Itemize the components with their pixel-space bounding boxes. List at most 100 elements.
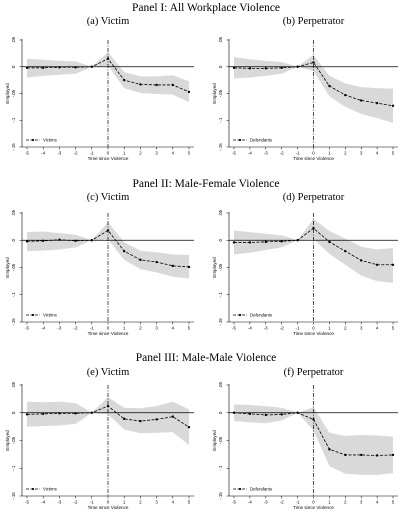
y-tick-label: -.05 bbox=[218, 436, 223, 444]
y-tick-label: -.15 bbox=[11, 143, 16, 151]
charts-group: (a) Victim.050-.05-.1-.15-5 -4 -3 -2 -1 0 1 2 3 4… bbox=[5, 16, 398, 510]
x-axis-label: Time since Violence bbox=[293, 156, 334, 161]
data-point bbox=[391, 453, 395, 457]
data-point bbox=[155, 418, 158, 421]
y-tick-label: 0 bbox=[11, 411, 16, 414]
data-point bbox=[232, 411, 236, 414]
chart-f: (f) Perpetrator .05 0 -.05 -.1 -.15 -5 -4 -3 -2 -1… bbox=[212, 367, 398, 510]
data-point bbox=[74, 66, 77, 69]
data-point bbox=[106, 404, 110, 408]
legend-marker bbox=[238, 138, 242, 142]
x-tick-label: -2 bbox=[74, 151, 78, 156]
y-tick-label: -.05 bbox=[11, 436, 16, 444]
x-tick-label: 2 bbox=[344, 326, 347, 331]
y-tick-label: 0 bbox=[218, 411, 223, 414]
y-tick-label: 0 bbox=[218, 238, 223, 241]
data-point bbox=[90, 411, 94, 414]
x-tick-label: 4 bbox=[172, 151, 175, 156]
x-tick-label: 4 bbox=[172, 500, 175, 505]
x-tick-label: -5 bbox=[25, 151, 29, 156]
data-point bbox=[296, 65, 299, 68]
data-point bbox=[139, 258, 142, 262]
data-point bbox=[312, 227, 315, 230]
data-point bbox=[25, 66, 29, 70]
y-axis-label: Employed bbox=[5, 257, 10, 278]
y-axis-label: Employed bbox=[5, 83, 10, 104]
chart-e: (e) Victim .05 0 -.05 -.1 -.15 -5 -4 -3 -2 -1 0 1 2 3 4… bbox=[5, 367, 194, 510]
data-point bbox=[328, 240, 331, 244]
legend-label: Victims bbox=[43, 138, 57, 143]
data-point bbox=[264, 413, 267, 417]
data-point bbox=[42, 66, 45, 70]
x-tick-label: 4 bbox=[376, 500, 379, 505]
x-tick-label: 3 bbox=[155, 151, 158, 156]
x-tick-label: -3 bbox=[57, 500, 61, 505]
chart-title: (d) Perpetrator bbox=[283, 192, 345, 203]
x-tick-label: 5 bbox=[392, 500, 395, 505]
data-point bbox=[106, 57, 110, 60]
y-tick-label: -.15 bbox=[218, 492, 223, 500]
x-tick-label: 3 bbox=[360, 326, 363, 331]
chart-title: (e) Victim bbox=[87, 367, 130, 378]
confidence-band bbox=[27, 397, 189, 445]
x-tick-label: 2 bbox=[344, 151, 347, 156]
y-axis-label: Employed bbox=[5, 430, 10, 451]
legend-marker bbox=[31, 138, 35, 142]
x-tick-label: -1 bbox=[90, 500, 94, 505]
x-tick-label: -3 bbox=[264, 151, 268, 156]
y-tick-label: -.1 bbox=[218, 292, 223, 298]
chart-title: (a) Victim bbox=[87, 16, 130, 27]
x-tick-label: 5 bbox=[188, 151, 191, 156]
y-tick-label: 0 bbox=[11, 65, 16, 68]
y-tick-label: 0 bbox=[11, 238, 16, 241]
y-tick-label: -.05 bbox=[11, 263, 16, 271]
data-point bbox=[344, 249, 347, 253]
data-point bbox=[90, 239, 94, 242]
data-point bbox=[139, 419, 142, 423]
x-tick-label: 2 bbox=[139, 151, 142, 156]
x-tick-label: -5 bbox=[25, 500, 29, 505]
data-point bbox=[123, 249, 126, 253]
data-point bbox=[264, 67, 267, 70]
data-point bbox=[123, 417, 126, 421]
data-point bbox=[42, 412, 45, 416]
legend-marker bbox=[31, 313, 35, 317]
x-tick-label: -4 bbox=[248, 500, 252, 505]
x-tick-label: 1 bbox=[123, 500, 126, 505]
x-tick-label: -1 bbox=[90, 326, 94, 331]
y-tick-label: .05 bbox=[218, 36, 223, 43]
y-tick-label: -.15 bbox=[218, 143, 223, 151]
y-tick-label: -.05 bbox=[218, 263, 223, 271]
chart-b: (b) Perpetrator .05 0 -.05 -.1 -.15 -5 -4 -3 -2 -1… bbox=[212, 16, 398, 161]
data-point bbox=[139, 83, 142, 86]
data-point bbox=[328, 84, 331, 88]
data-point bbox=[58, 238, 61, 241]
x-tick-label: 1 bbox=[123, 151, 126, 156]
x-tick-label: -1 bbox=[296, 326, 300, 331]
data-point bbox=[106, 229, 110, 232]
data-point bbox=[171, 83, 174, 87]
data-point bbox=[187, 265, 191, 269]
data-point bbox=[155, 260, 158, 264]
x-axis-label: Time since Violence bbox=[88, 156, 129, 161]
x-tick-label: -2 bbox=[280, 151, 284, 156]
data-point bbox=[391, 104, 395, 108]
data-point bbox=[312, 61, 315, 64]
x-axis-label: Time since Violence bbox=[88, 505, 129, 510]
x-tick-label: 1 bbox=[328, 500, 331, 505]
y-tick-label: -.1 bbox=[218, 117, 223, 123]
x-tick-label: 3 bbox=[360, 151, 363, 156]
x-tick-label: 0 bbox=[312, 326, 315, 331]
panel-title-1: Panel I: All Workplace Violence bbox=[132, 2, 280, 14]
x-tick-label: -4 bbox=[248, 326, 252, 331]
chart-title: (f) Perpetrator bbox=[284, 367, 344, 378]
x-tick-label: -3 bbox=[264, 500, 268, 505]
data-point bbox=[248, 412, 252, 416]
legend-label: Victims bbox=[43, 487, 57, 492]
x-tick-label: 3 bbox=[155, 500, 158, 505]
x-tick-label: -3 bbox=[57, 326, 61, 331]
legend-label: Defendants bbox=[250, 313, 272, 318]
confidence-band bbox=[27, 222, 189, 279]
data-point bbox=[360, 99, 363, 102]
